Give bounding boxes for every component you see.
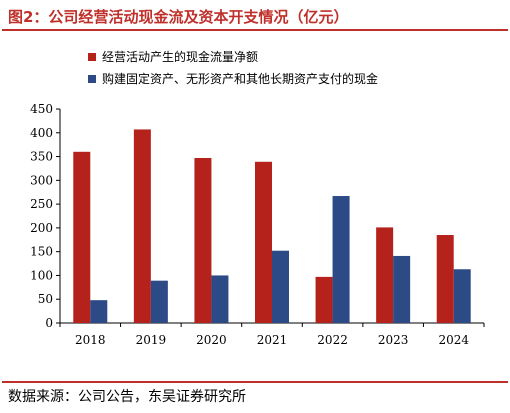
title-divider: [2, 29, 508, 31]
bar-operating-cashflow-2024: [436, 235, 454, 323]
bars: [73, 129, 471, 323]
bar-capex-2020: [211, 275, 229, 323]
y-tick-label: 300: [30, 173, 53, 187]
legend-label-1: 经营活动产生的现金流量净额: [102, 49, 258, 64]
legend-label-2: 购建固定资产、无形资产和其他长期资产支付的现金: [102, 71, 378, 86]
axes: 0 50 100 150 200 250 300 350 400 450 2018 2019 2020 2…: [30, 102, 485, 347]
x-tick-label: 2018: [75, 333, 106, 347]
bar-operating-cashflow-2019: [133, 129, 151, 323]
y-tick-label: 200: [30, 221, 53, 235]
y-tick-label: 150: [30, 245, 53, 259]
y-tick-label: 250: [30, 197, 53, 211]
bar-capex-2023: [393, 255, 411, 323]
bar-operating-cashflow-2023: [376, 227, 394, 323]
bar-capex-2019: [150, 280, 168, 323]
figure-title-bar: 图2：公司经营活动现金流及资本开支情况（亿元）: [2, 2, 508, 28]
bar-operating-cashflow-2022: [315, 276, 333, 323]
bar-operating-cashflow-2021: [255, 161, 272, 323]
x-tick-label: 2023: [378, 333, 409, 347]
bar-operating-cashflow-2018: [73, 151, 91, 323]
y-tick-label: 50: [38, 292, 53, 306]
legend-swatch-2: [88, 75, 96, 83]
y-tick-label: 350: [30, 150, 53, 164]
x-tick-label: 2019: [136, 333, 167, 347]
bar-operating-cashflow-2020: [194, 157, 212, 323]
bar-capex-2024: [453, 269, 471, 323]
figure-title: 图2：公司经营活动现金流及资本开支情况（亿元）: [8, 8, 349, 26]
x-tick-label: 2024: [438, 333, 469, 347]
bar-capex-2021: [272, 250, 289, 323]
y-tick-label: 100: [30, 268, 53, 282]
y-tick-label: 400: [30, 126, 53, 140]
legend-swatch-1: [88, 53, 96, 61]
bar-capex-2022: [332, 196, 350, 323]
x-tick-label: 2022: [317, 333, 348, 347]
y-tick-label: 450: [30, 102, 53, 116]
x-tick-label: 2021: [257, 333, 288, 347]
data-source-note: 数据来源：公司公告，东吴证券研究所: [8, 389, 246, 405]
source-divider: [2, 381, 508, 383]
bar-capex-2018: [90, 300, 108, 323]
x-tick-label: 2020: [196, 333, 227, 347]
y-tick-label: 0: [45, 316, 53, 330]
